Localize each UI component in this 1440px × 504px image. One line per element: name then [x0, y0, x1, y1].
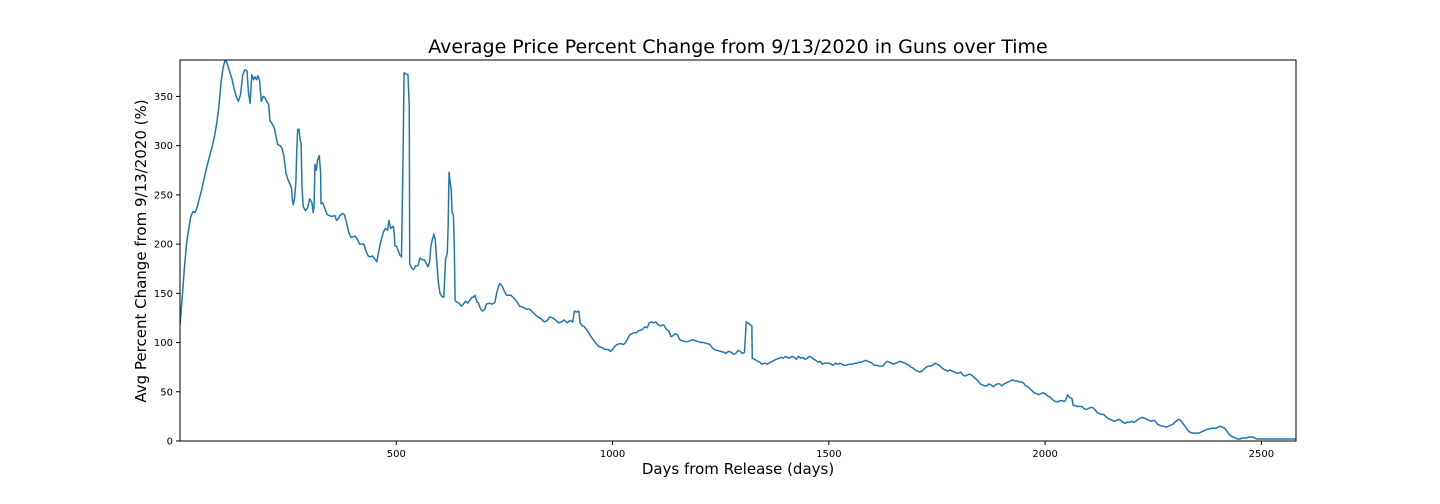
y-tick-label: 200	[154, 240, 173, 251]
y-tick-label: 150	[154, 289, 173, 300]
y-tick-label: 50	[160, 387, 173, 398]
x-tick-label: 2500	[1249, 449, 1274, 460]
plot-area	[180, 60, 1296, 440]
y-tick-label: 0	[167, 437, 173, 448]
y-tick-label: 100	[154, 338, 173, 349]
y-axis: 0 50 100 150 200 250 300 350	[154, 92, 180, 448]
x-tick-label: 1000	[600, 449, 625, 460]
y-tick-label: 300	[154, 141, 173, 152]
x-axis-label: Days from Release (days)	[642, 460, 834, 478]
chart-title: Average Price Percent Change from 9/13/2…	[428, 36, 1048, 58]
y-axis-label: Avg Percent Change from 9/13/2020 (%)	[132, 99, 150, 402]
x-tick-label: 1500	[816, 449, 841, 460]
series-line-1	[180, 60, 1296, 440]
x-axis: 500 1000 1500 2000 2500	[387, 441, 1274, 460]
y-tick-label: 250	[154, 190, 173, 201]
plot-frame	[179, 59, 1297, 442]
x-tick-label: 500	[387, 449, 406, 460]
y-tick-label: 350	[154, 92, 173, 103]
x-tick-label: 2000	[1032, 449, 1057, 460]
